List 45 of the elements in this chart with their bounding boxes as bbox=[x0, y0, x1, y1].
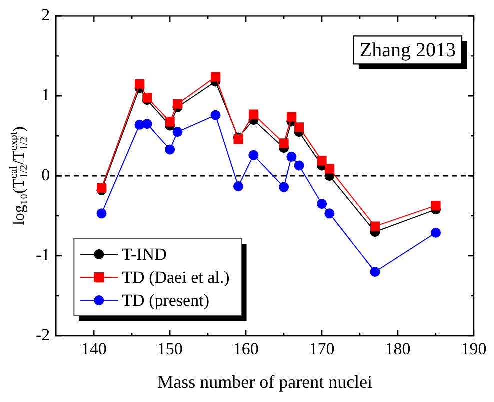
point bbox=[294, 160, 304, 171]
point bbox=[317, 156, 327, 166]
legend-label: TD (present) bbox=[122, 290, 210, 310]
point bbox=[370, 267, 380, 278]
x-tick-label: 150 bbox=[157, 340, 183, 359]
point bbox=[324, 208, 335, 219]
x-tick-label: 160 bbox=[233, 340, 259, 359]
point bbox=[96, 208, 107, 219]
point bbox=[142, 119, 152, 130]
point bbox=[134, 79, 144, 89]
legend-label: TD (Daei et al.) bbox=[122, 268, 230, 287]
point bbox=[431, 200, 441, 210]
x-axis-title: Mass number of parent nuclei bbox=[158, 372, 373, 392]
point bbox=[210, 72, 220, 82]
point bbox=[279, 182, 290, 192]
x-tick-label: 170 bbox=[309, 340, 335, 359]
point bbox=[317, 199, 328, 210]
x-tick-label: 140 bbox=[81, 340, 107, 359]
y-tick-label: 2 bbox=[42, 6, 50, 25]
point bbox=[431, 228, 442, 238]
point bbox=[97, 183, 106, 193]
point bbox=[233, 181, 244, 192]
point bbox=[248, 150, 259, 160]
point bbox=[370, 222, 380, 232]
point bbox=[142, 93, 152, 102]
point bbox=[324, 164, 334, 174]
point bbox=[294, 122, 304, 132]
y-axis-title: log₁₀(T1/2cal/T1/2expt) bbox=[8, 126, 31, 226]
point bbox=[279, 138, 289, 148]
point bbox=[286, 152, 297, 162]
y-tick-label: -1 bbox=[36, 246, 50, 265]
point bbox=[172, 127, 183, 138]
point bbox=[172, 99, 182, 109]
legend-label: T-IND bbox=[122, 244, 167, 264]
point bbox=[210, 110, 221, 120]
point bbox=[165, 116, 175, 126]
point bbox=[248, 110, 258, 120]
point bbox=[165, 144, 176, 155]
annotation: Zhang 2013 bbox=[360, 39, 456, 62]
x-tick-label: 180 bbox=[385, 340, 411, 359]
y-tick-label: 0 bbox=[42, 166, 50, 185]
point bbox=[286, 112, 296, 122]
x-tick-label: 190 bbox=[461, 340, 487, 359]
y-tick-label: 1 bbox=[42, 86, 50, 105]
y-tick-label: -2 bbox=[36, 325, 50, 344]
